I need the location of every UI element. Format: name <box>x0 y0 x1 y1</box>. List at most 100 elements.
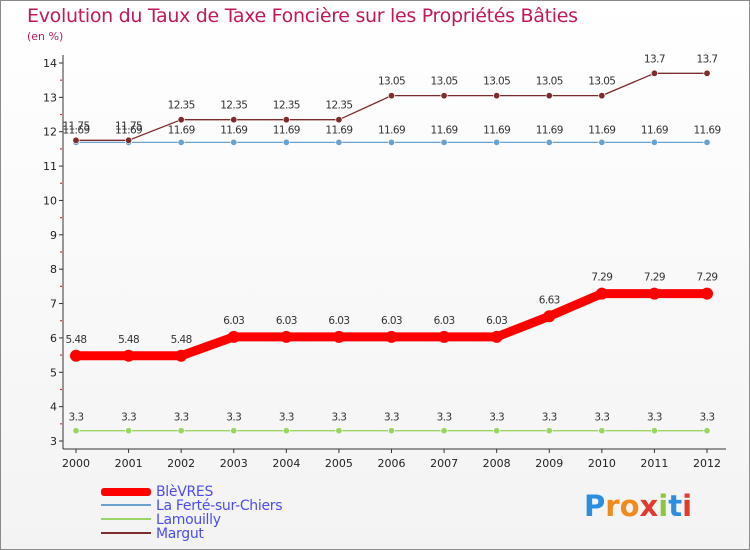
data-label: 3.3 <box>542 412 557 424</box>
data-label: 11.69 <box>168 124 195 136</box>
chart-subtitle: (en %) <box>27 30 64 43</box>
data-label: 13.05 <box>378 76 405 88</box>
legend-swatch-blevres <box>101 488 151 496</box>
data-point <box>227 330 240 343</box>
data-point <box>490 330 503 343</box>
data-point <box>440 427 448 435</box>
logo-letter: i <box>682 489 693 523</box>
data-point <box>595 287 608 300</box>
legend-item-margut: Margut <box>101 526 321 542</box>
y-tick-label: 3 <box>50 435 57 448</box>
data-label: 11.69 <box>62 124 89 136</box>
x-tick-label: 2009 <box>535 457 563 470</box>
data-point <box>177 427 185 435</box>
data-point <box>703 427 711 435</box>
data-label: 7.29 <box>697 272 718 284</box>
data-point <box>125 427 133 435</box>
data-label: 7.29 <box>644 272 665 284</box>
data-point <box>493 92 501 100</box>
y-tick-label: 10 <box>43 194 57 207</box>
logo-letter: P <box>584 489 606 523</box>
data-point <box>650 69 658 77</box>
legend-label-la-ferte-sur-chiers: La Ferté-sur-Chiers <box>156 498 283 514</box>
data-point <box>545 92 553 100</box>
y-tick-label: 4 <box>50 401 57 414</box>
proxiti-logo: Proxiti <box>584 489 692 523</box>
data-point <box>440 92 448 100</box>
data-point <box>175 349 188 362</box>
data-label: 3.3 <box>121 412 136 424</box>
data-point <box>543 310 556 323</box>
data-point <box>493 138 501 146</box>
data-label: 3.3 <box>700 412 715 424</box>
data-label: 11.69 <box>378 124 405 136</box>
x-tick-label: 2005 <box>325 457 353 470</box>
data-point <box>332 330 345 343</box>
data-label: 3.3 <box>647 412 662 424</box>
data-label: 13.05 <box>536 76 563 88</box>
data-label: 6.03 <box>486 315 507 327</box>
y-tick-label: 13 <box>43 91 57 104</box>
data-label: 7.29 <box>591 272 612 284</box>
data-label: 3.3 <box>437 412 452 424</box>
data-point <box>545 138 553 146</box>
data-point <box>335 138 343 146</box>
data-label: 5.48 <box>118 334 139 346</box>
data-label: 11.69 <box>273 124 300 136</box>
data-point <box>72 427 80 435</box>
data-point <box>282 116 290 124</box>
data-point <box>387 138 395 146</box>
data-point <box>282 138 290 146</box>
y-tick-label: 14 <box>43 57 57 70</box>
data-point <box>230 138 238 146</box>
data-label: 6.63 <box>539 294 560 306</box>
data-point <box>545 427 553 435</box>
data-label: 13.05 <box>588 76 615 88</box>
data-point <box>280 330 293 343</box>
data-label: 11.75 <box>62 120 89 132</box>
data-point <box>493 427 501 435</box>
data-point <box>438 330 451 343</box>
data-label: 5.48 <box>66 334 87 346</box>
data-label: 6.03 <box>223 315 244 327</box>
data-point <box>230 116 238 124</box>
x-tick-label: 2012 <box>693 457 721 470</box>
data-label: 11.69 <box>220 124 247 136</box>
data-label: 11.69 <box>115 124 142 136</box>
logo-letter: o <box>619 489 640 523</box>
data-label: 3.3 <box>384 412 399 424</box>
logo-letter: x <box>639 489 659 523</box>
data-point <box>125 136 133 144</box>
data-label: 3.3 <box>69 412 84 424</box>
legend-item-la-ferte-sur-chiers: La Ferté-sur-Chiers <box>101 498 321 514</box>
data-point <box>598 138 606 146</box>
y-tick-label: 5 <box>50 366 57 379</box>
data-label: 11.69 <box>641 124 668 136</box>
data-label: 13.7 <box>697 53 718 65</box>
logo-letter: i <box>658 489 669 523</box>
data-label: 12.35 <box>273 100 300 112</box>
data-label: 6.03 <box>434 315 455 327</box>
legend: BlèVRES La Ferté-sur-Chiers Lamouilly Ma… <box>101 484 321 542</box>
legend-item-lamouilly: Lamouilly <box>101 512 321 528</box>
y-tick-label: 11 <box>43 160 57 173</box>
legend-swatch-la-ferte-sur-chiers <box>101 504 151 506</box>
data-point <box>648 287 661 300</box>
x-tick-label: 2008 <box>483 457 511 470</box>
y-tick-label: 8 <box>50 263 57 276</box>
data-point <box>703 138 711 146</box>
data-label: 3.3 <box>594 412 609 424</box>
data-label: 13.05 <box>431 76 458 88</box>
data-label: 12.35 <box>220 100 247 112</box>
data-label: 12.35 <box>325 100 352 112</box>
data-label: 6.03 <box>328 315 349 327</box>
x-tick-label: 2004 <box>272 457 300 470</box>
y-tick-label: 7 <box>50 298 57 311</box>
data-point <box>177 116 185 124</box>
data-point <box>177 138 185 146</box>
data-label: 3.3 <box>226 412 241 424</box>
data-point <box>335 116 343 124</box>
data-point <box>335 427 343 435</box>
data-point <box>70 349 82 362</box>
